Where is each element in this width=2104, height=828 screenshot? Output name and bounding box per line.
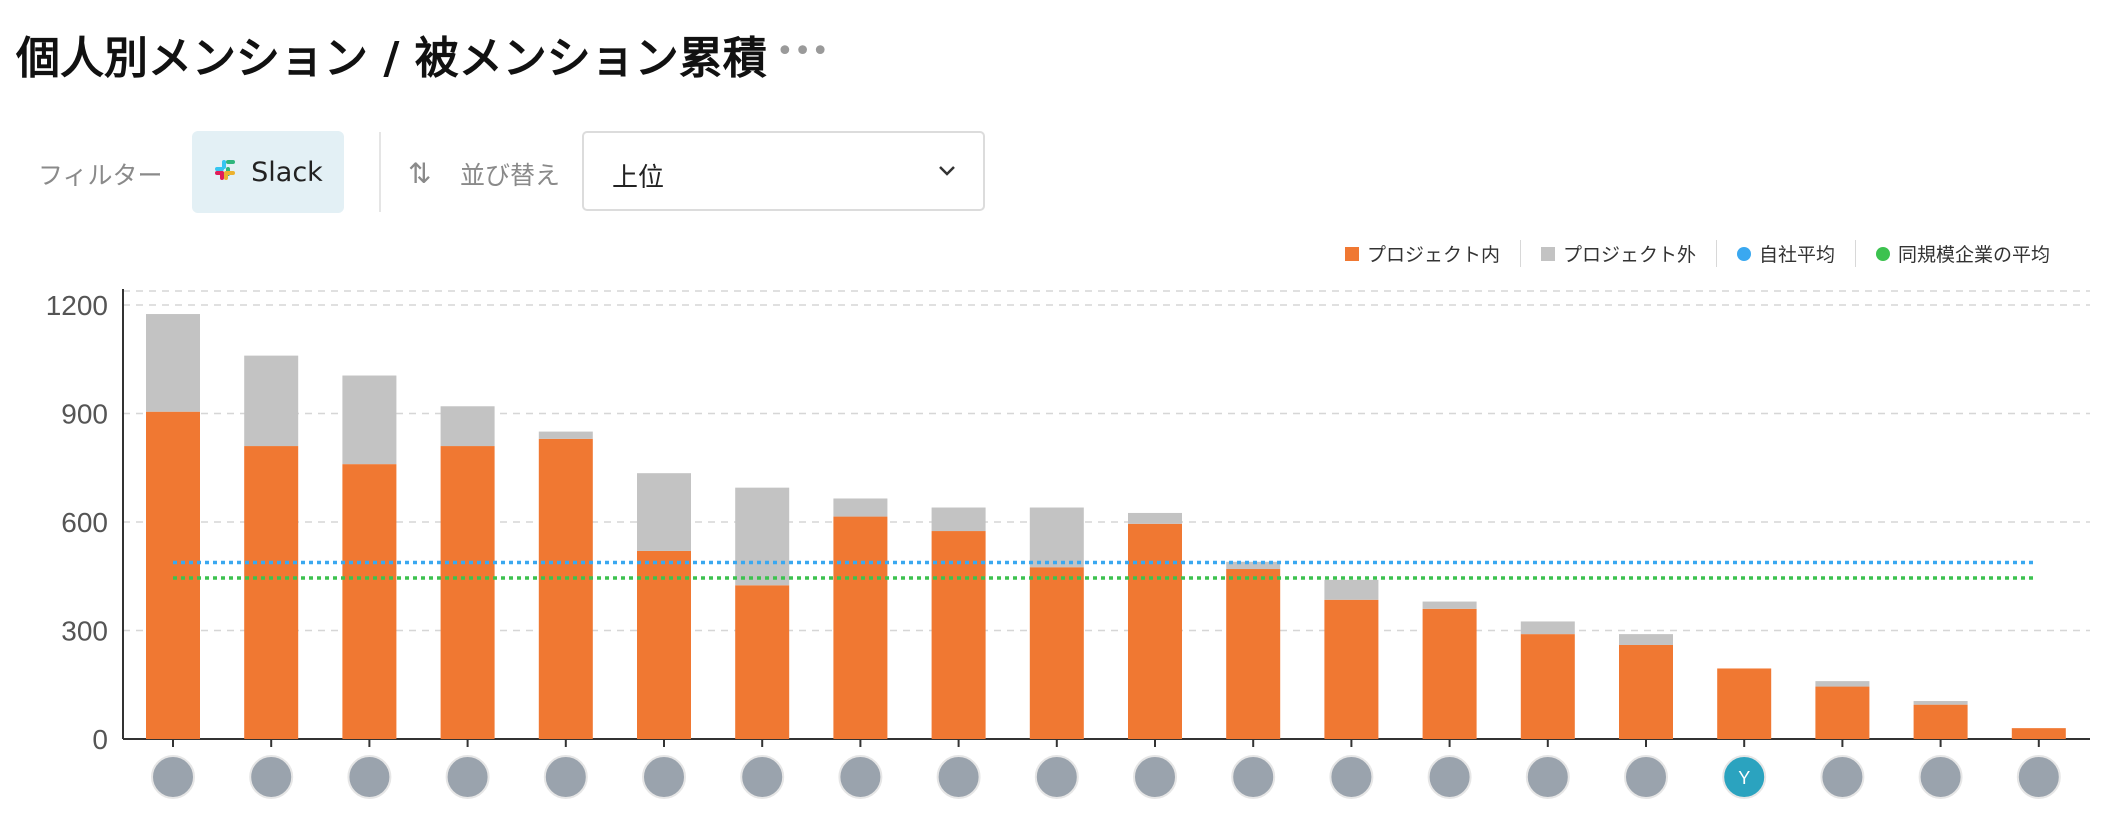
- legend-item-company-avg[interactable]: 自社平均: [1715, 240, 1855, 267]
- bar-out-project[interactable]: [1422, 601, 1477, 609]
- bar-in-project[interactable]: [440, 446, 495, 739]
- sort-icon: ⇅: [408, 157, 432, 190]
- bar-out-project[interactable]: [538, 431, 593, 439]
- bar-out-project[interactable]: [1913, 701, 1968, 705]
- bar-out-project[interactable]: [244, 355, 299, 447]
- avatar-icon[interactable]: [642, 755, 686, 799]
- bar-out-project[interactable]: [440, 406, 495, 447]
- legend-label-in-project: プロジェクト内: [1366, 244, 1500, 266]
- filter-label: フィルター: [38, 161, 163, 190]
- bar-in-project[interactable]: [1815, 686, 1870, 739]
- bar-out-project[interactable]: [1520, 621, 1575, 635]
- bar-in-project[interactable]: [1029, 567, 1084, 739]
- avatar-icon[interactable]: [1918, 755, 1963, 799]
- stacked-bar-chart: 0 300 600 900 1200 Y: [46, 289, 2090, 799]
- bar-out-project[interactable]: [1815, 681, 1870, 687]
- bar-in-project[interactable]: [1619, 644, 1673, 739]
- bar-in-project[interactable]: [1422, 608, 1477, 739]
- avatar-icon[interactable]: [1427, 755, 1472, 799]
- bar-in-project[interactable]: [1226, 569, 1281, 739]
- bar-out-project[interactable]: [637, 473, 691, 551]
- bar-in-project[interactable]: [1913, 704, 1968, 739]
- y-tick-label: 1200: [46, 290, 108, 321]
- bar-in-project[interactable]: [1324, 599, 1379, 739]
- avatar-icon[interactable]: [1820, 755, 1865, 799]
- slack-chip-label: Slack: [251, 156, 323, 188]
- chart-legend: プロジェクト内 プロジェクト外 自社平均 同規模企業の平均: [1325, 240, 2070, 267]
- y-tick-label: 300: [61, 616, 108, 647]
- bar-in-project[interactable]: [1717, 668, 1772, 739]
- ellipsis-icon[interactable]: •••: [776, 34, 830, 69]
- legend-swatch-peer-avg: [1875, 246, 1890, 261]
- avatar-icon[interactable]: [1231, 755, 1276, 799]
- avatar-icon[interactable]: [1722, 755, 1767, 799]
- avatar-icon[interactable]: [1329, 755, 1374, 799]
- legend-swatch-company-avg: [1736, 246, 1751, 261]
- bar-out-project[interactable]: [833, 498, 888, 517]
- avatar-icon[interactable]: [445, 755, 490, 799]
- toolbar-divider: [379, 132, 381, 212]
- legend-item-peer-avg[interactable]: 同規模企業の平均: [1854, 240, 2070, 267]
- legend-item-out-project[interactable]: プロジェクト外: [1519, 240, 1716, 267]
- bar-in-project[interactable]: [2011, 728, 2066, 739]
- bar-in-project[interactable]: [342, 464, 397, 739]
- sort-select[interactable]: 上位: [582, 131, 985, 211]
- bar-out-project[interactable]: [1619, 634, 1673, 645]
- bar-in-project[interactable]: [931, 531, 986, 739]
- avatar-icon[interactable]: [347, 755, 392, 799]
- bar-out-project[interactable]: [735, 487, 790, 586]
- bar-in-project[interactable]: [244, 446, 299, 739]
- avatar-initial: Y: [1738, 768, 1750, 788]
- slack-filter-chip[interactable]: Slack: [192, 131, 344, 213]
- y-tick-label: 900: [61, 399, 108, 430]
- bar-in-project[interactable]: [1128, 523, 1182, 739]
- bar-in-project[interactable]: [735, 585, 790, 739]
- page-title: 個人別メンション / 被メンション累積: [16, 33, 767, 84]
- bar-out-project[interactable]: [1128, 512, 1182, 524]
- bar-out-project[interactable]: [146, 314, 200, 412]
- y-tick-label: 600: [61, 507, 108, 538]
- bar-in-project[interactable]: [538, 438, 593, 739]
- sort-select-value: 上位: [612, 163, 665, 193]
- legend-item-in-project[interactable]: プロジェクト内: [1325, 240, 1520, 267]
- slack-icon: [213, 158, 237, 186]
- legend-swatch-out-project: [1540, 246, 1555, 261]
- bar-out-project[interactable]: [1226, 561, 1281, 570]
- avatar-icon[interactable]: [1525, 755, 1570, 799]
- sort-label: 並び替え: [460, 161, 561, 190]
- bar-in-project[interactable]: [637, 550, 691, 739]
- bar-out-project[interactable]: [1029, 507, 1084, 568]
- chevron-down-icon: [937, 163, 957, 182]
- bar-in-project[interactable]: [1520, 634, 1575, 739]
- legend-label-company-avg: 自社平均: [1758, 244, 1835, 266]
- legend-label-out-project: プロジェクト外: [1562, 244, 1696, 266]
- avatar-icon[interactable]: [1133, 755, 1177, 799]
- avatar-icon[interactable]: [740, 755, 785, 799]
- legend-swatch-in-project: [1344, 246, 1359, 261]
- y-tick-label: 0: [92, 724, 108, 755]
- avatar-icon[interactable]: [838, 755, 883, 799]
- bar-in-project[interactable]: [146, 411, 200, 739]
- avatar-icon[interactable]: [249, 755, 294, 799]
- avatar-icon[interactable]: [2016, 755, 2061, 799]
- bar-out-project[interactable]: [1324, 579, 1379, 600]
- avatar-icon[interactable]: [1624, 755, 1668, 799]
- avatar-icon[interactable]: [151, 755, 195, 799]
- legend-label-peer-avg: 同規模企業の平均: [1897, 244, 2050, 266]
- avatar-icon[interactable]: [1034, 755, 1079, 799]
- bar-out-project[interactable]: [342, 375, 397, 465]
- bar-out-project[interactable]: [931, 507, 986, 532]
- avatar-icon[interactable]: [543, 755, 588, 799]
- avatar-icon[interactable]: [936, 755, 981, 799]
- bar-in-project[interactable]: [833, 516, 888, 739]
